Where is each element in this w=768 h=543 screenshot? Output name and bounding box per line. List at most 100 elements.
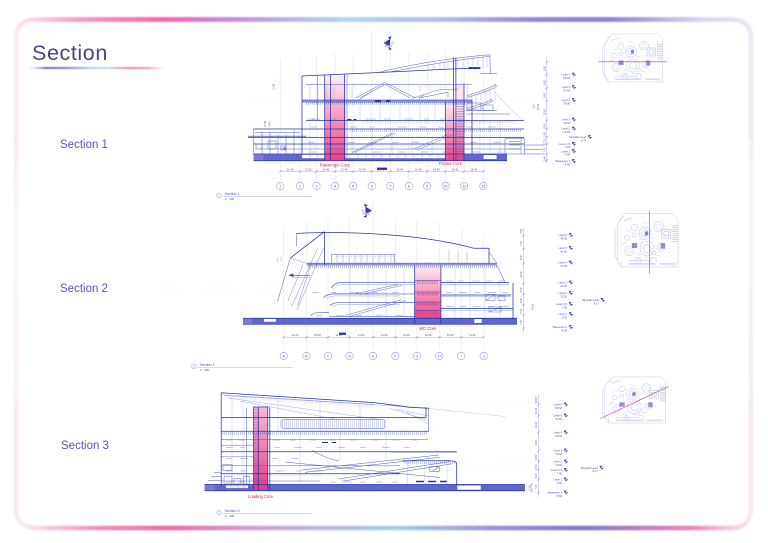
svg-text:Level 6: Level 6 (561, 73, 570, 77)
svg-text:9.17: 9.17 (594, 301, 600, 305)
svg-text:7: 7 (389, 184, 391, 188)
svg-text:10: 10 (444, 184, 448, 188)
svg-text:C: C (327, 354, 330, 358)
svg-text:G: G (416, 354, 419, 358)
svg-text:4.00: 4.00 (520, 228, 523, 233)
svg-text:8.00: 8.00 (535, 439, 538, 444)
svg-text:11.00: 11.00 (336, 333, 343, 337)
svg-text:Level 1: Level 1 (561, 149, 570, 153)
svg-text:1 : 400: 1 : 400 (225, 514, 235, 518)
svg-text:11.00: 11.00 (403, 333, 410, 337)
svg-text:48.00: 48.00 (560, 236, 567, 240)
svg-text:15.40: 15.40 (451, 167, 458, 171)
svg-text:8.00: 8.00 (520, 254, 523, 259)
svg-text:Level 1: Level 1 (553, 478, 562, 482)
svg-text:J: J (483, 354, 485, 358)
svg-text:1 : 400: 1 : 400 (200, 368, 210, 372)
svg-text:F: F (394, 354, 397, 358)
svg-text:Section 3: Section 3 (225, 509, 240, 513)
svg-text:19.00: 19.00 (560, 284, 567, 288)
svg-text:7.00: 7.00 (520, 319, 523, 324)
svg-text:Level 1.5: Level 1.5 (559, 142, 570, 146)
svg-text:Section 2: Section 2 (60, 283, 108, 295)
svg-text:5.00: 5.00 (535, 473, 538, 478)
svg-text:H: H (438, 354, 441, 358)
svg-text:10.40: 10.40 (287, 167, 294, 171)
svg-text:Level 4: Level 4 (561, 98, 570, 102)
svg-text:15.40: 15.40 (359, 167, 366, 171)
svg-text:6.00: 6.00 (520, 297, 523, 302)
svg-text:6: 6 (371, 184, 373, 188)
svg-text:2: 2 (193, 364, 195, 368)
svg-text:Level 4: Level 4 (553, 431, 562, 435)
svg-text:7.00: 7.00 (535, 484, 538, 489)
svg-text:1: 1 (218, 194, 220, 198)
svg-text:8: 8 (408, 184, 410, 188)
svg-text:20.50: 20.50 (305, 167, 312, 171)
svg-text:A: A (282, 354, 285, 358)
svg-text:Level 2: Level 2 (561, 127, 570, 131)
svg-text:11.00: 11.00 (358, 333, 365, 337)
svg-text:13.60: 13.60 (563, 130, 570, 134)
svg-text:Skywalk Level: Skywalk Level (581, 466, 598, 470)
svg-text:19.60: 19.60 (555, 452, 562, 456)
svg-text:8.00: 8.00 (543, 79, 546, 84)
svg-text:13.00: 13.00 (560, 294, 567, 298)
svg-text:6.00: 6.00 (535, 464, 538, 469)
svg-text:11.00: 11.00 (469, 333, 476, 337)
svg-text:41.00: 41.00 (560, 249, 567, 253)
svg-text:Level 5: Level 5 (553, 414, 562, 418)
svg-text:4: 4 (334, 184, 336, 188)
svg-text:1: 1 (279, 184, 281, 188)
svg-text:WC Core: WC Core (419, 326, 437, 331)
svg-text:12.30: 12.30 (264, 120, 267, 127)
svg-text:Basement 1: Basement 1 (553, 325, 568, 329)
svg-text:7.00: 7.00 (557, 471, 563, 475)
svg-text:E: E (372, 354, 375, 358)
svg-text:Level 1.5: Level 1.5 (556, 302, 567, 306)
svg-text:10.00: 10.00 (535, 407, 538, 414)
svg-text:3: 3 (316, 184, 318, 188)
svg-text:Level 2: Level 2 (553, 460, 562, 464)
svg-text:Section 1: Section 1 (60, 139, 108, 151)
svg-text:8.00: 8.00 (543, 92, 546, 97)
svg-text:7.00: 7.00 (562, 305, 568, 309)
svg-text:10.00: 10.00 (447, 333, 454, 337)
svg-text:I: I (461, 354, 462, 358)
svg-text:6.00: 6.00 (543, 123, 546, 128)
svg-text:Level 3: Level 3 (553, 449, 562, 453)
svg-text:-5.00: -5.00 (561, 328, 568, 332)
svg-text:Level 6: Level 6 (558, 233, 567, 237)
svg-text:12.30: 12.30 (537, 103, 540, 110)
svg-text:Skywalk Level: Skywalk Level (569, 135, 586, 139)
svg-text:15.40: 15.40 (415, 167, 422, 171)
svg-text:Skywalk Level: Skywalk Level (582, 298, 599, 302)
svg-text:2: 2 (299, 184, 301, 188)
svg-text:Section 2: Section 2 (200, 363, 215, 367)
svg-text:5.60: 5.60 (543, 155, 546, 160)
svg-text:20.00: 20.00 (543, 108, 546, 115)
svg-text:15.40: 15.40 (396, 167, 403, 171)
svg-text:Level 1.5: Level 1.5 (551, 468, 562, 472)
svg-text:47.60: 47.60 (555, 417, 562, 421)
svg-text:13.60: 13.60 (555, 463, 562, 467)
svg-text:1 : 400: 1 : 400 (225, 197, 235, 201)
svg-text:D: D (348, 354, 351, 358)
svg-text:Level 2: Level 2 (558, 291, 567, 295)
svg-text:Level 3: Level 3 (558, 281, 567, 285)
svg-text:16.00: 16.00 (535, 396, 538, 403)
svg-text:Level 5: Level 5 (561, 85, 570, 89)
svg-text:7.00: 7.00 (520, 240, 523, 245)
svg-text:Basement 1: Basement 1 (548, 491, 563, 495)
svg-text:Section: Section (32, 41, 108, 65)
svg-text:14.00: 14.00 (532, 303, 535, 310)
svg-text:19.60: 19.60 (563, 121, 570, 125)
svg-text:Level 4: Level 4 (558, 261, 567, 265)
svg-text:0.00: 0.00 (565, 153, 571, 157)
svg-text:15.40: 15.40 (433, 167, 440, 171)
svg-text:39.60: 39.60 (563, 101, 570, 105)
svg-text:14.00: 14.00 (520, 271, 523, 278)
svg-text:11.00: 11.00 (425, 333, 432, 337)
svg-text:12.30: 12.30 (273, 83, 276, 90)
svg-text:6.00: 6.00 (535, 454, 538, 459)
